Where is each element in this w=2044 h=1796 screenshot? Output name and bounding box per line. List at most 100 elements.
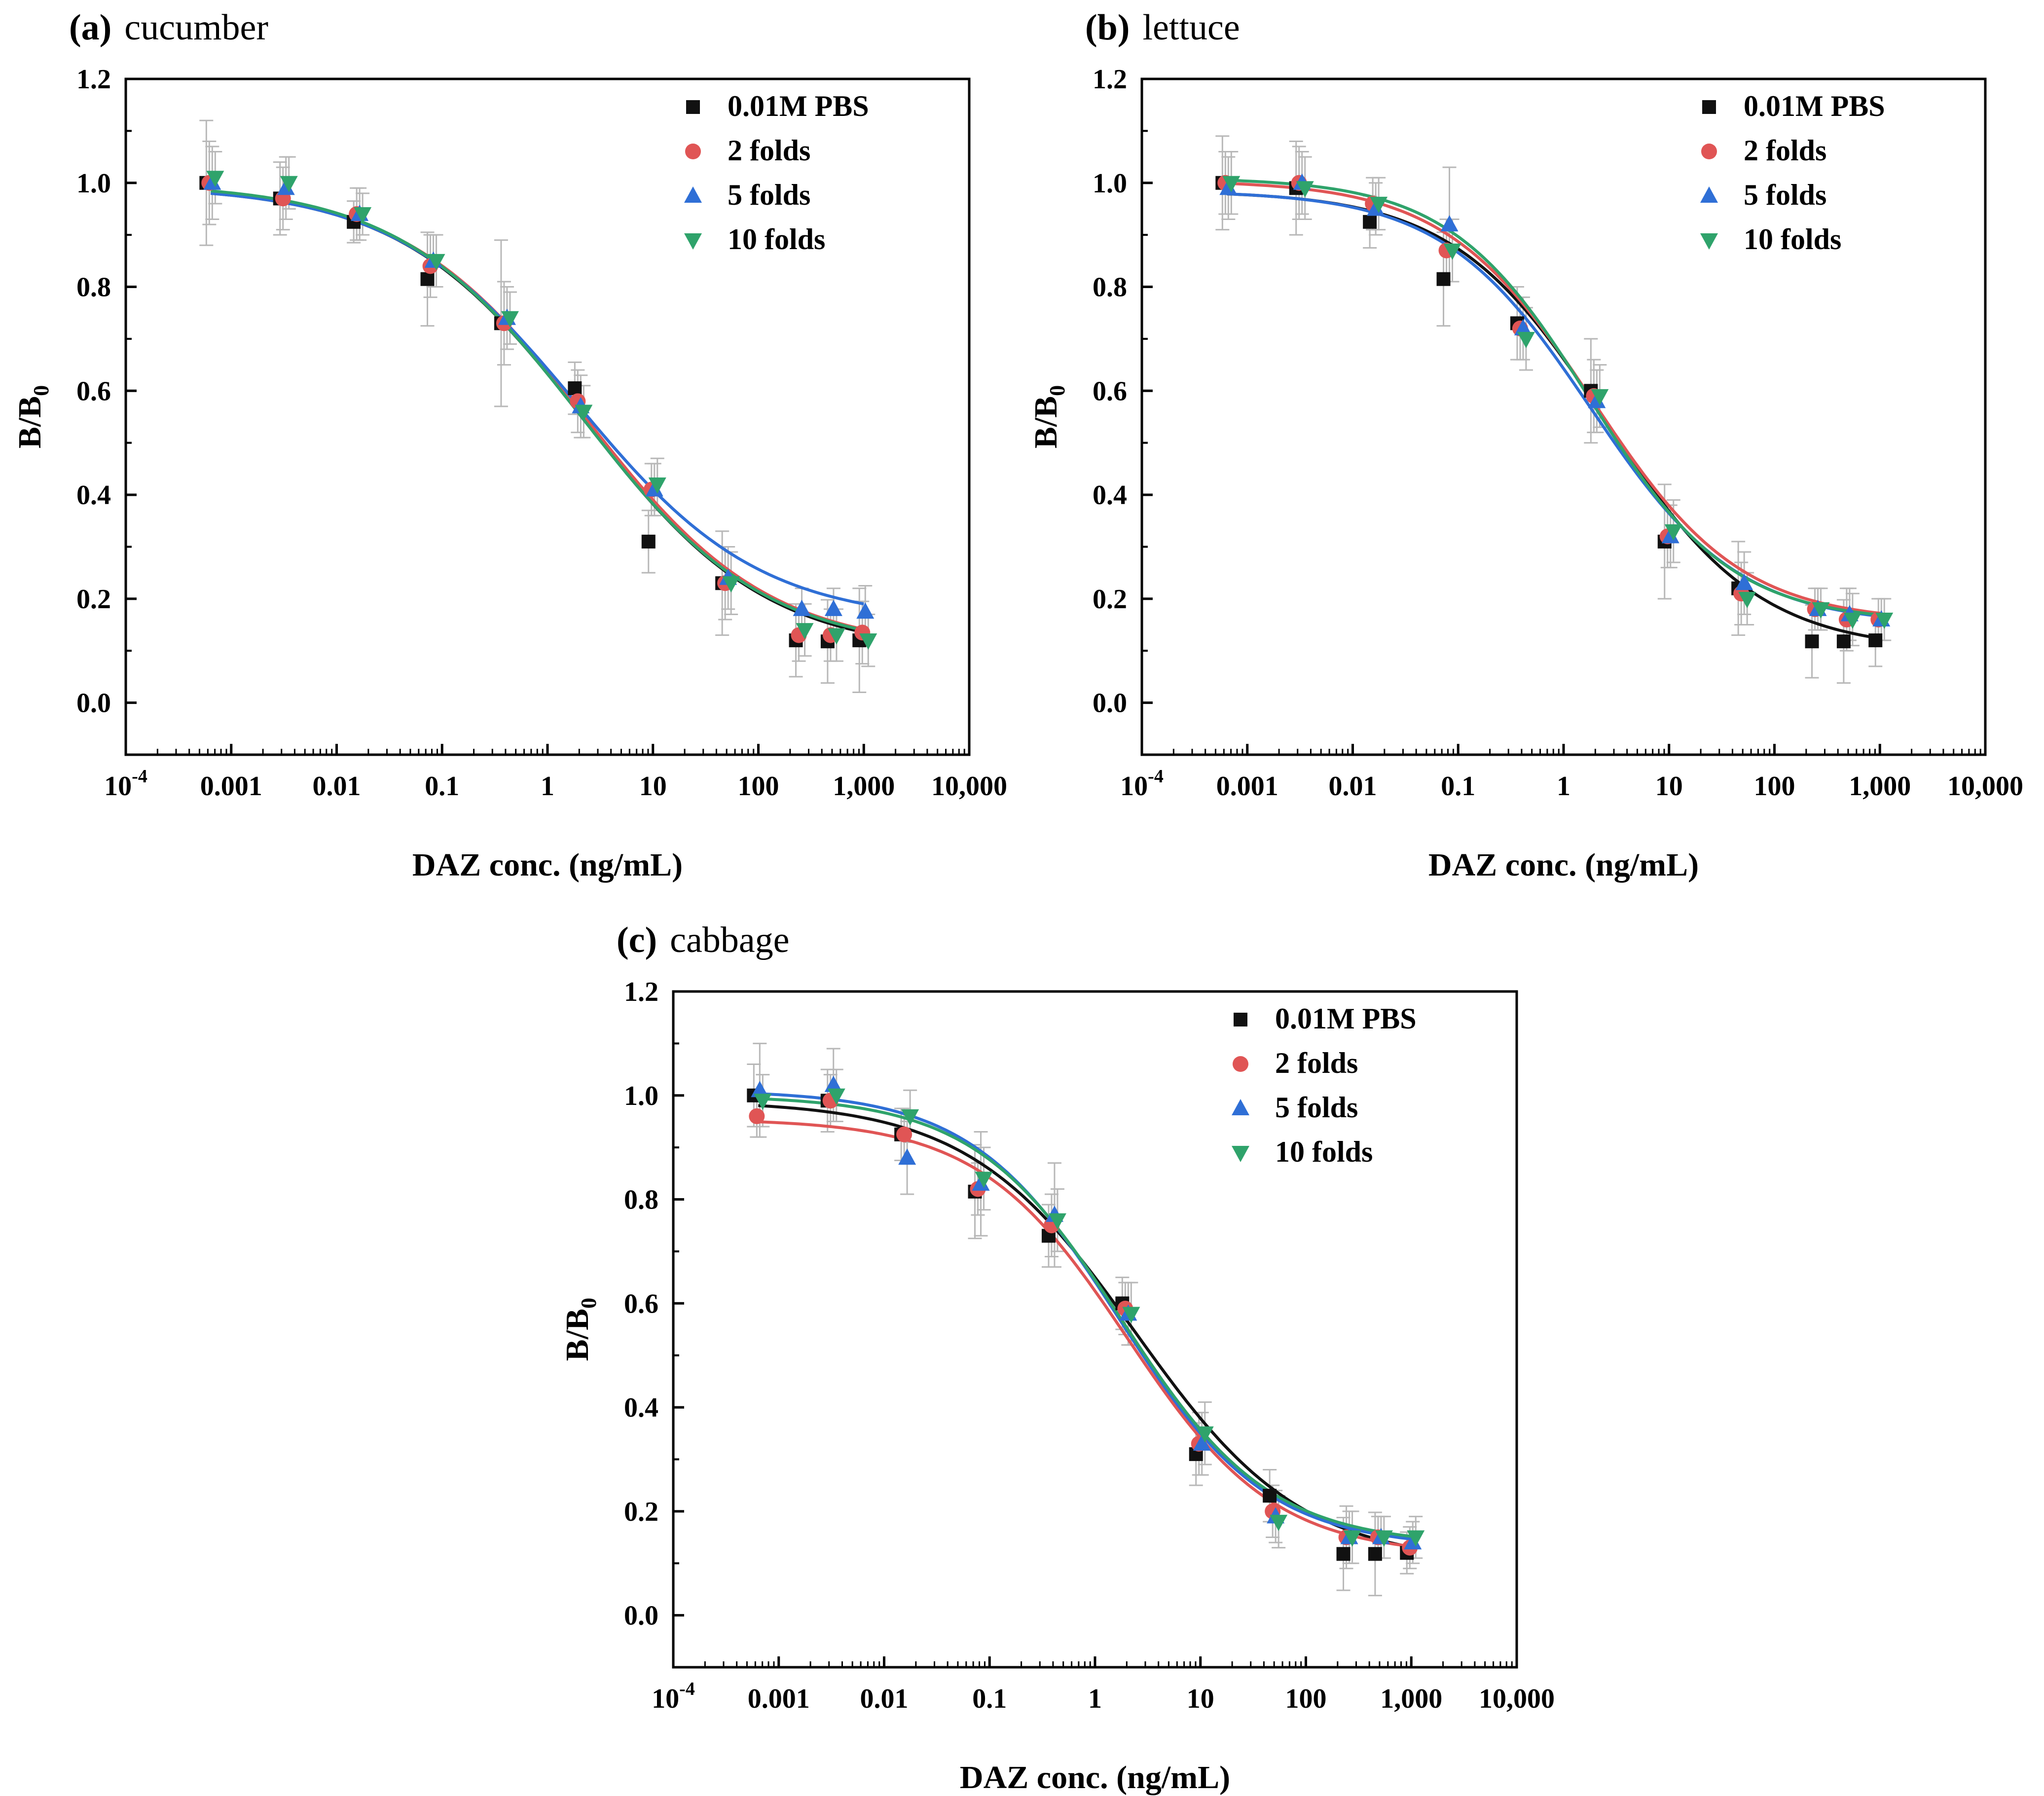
data-point (645, 480, 663, 497)
data-point (1875, 613, 1894, 629)
panel-title: (c) cabbage (617, 920, 790, 960)
legend: 0.01M PBS 2 folds 5 folds 10 folds (684, 90, 869, 256)
x-tick-label: 10,000 (1479, 1684, 1555, 1714)
fit-curve-10-folds (211, 189, 864, 632)
y-tick-label: 0.6 (1093, 376, 1127, 406)
y-axis-label-text: B/B (559, 1309, 595, 1361)
legend-label: 10 folds (728, 223, 825, 256)
data-point (754, 1094, 772, 1110)
x-tick-label: 10 (1187, 1684, 1214, 1714)
data-point (1375, 1530, 1393, 1547)
data-point (859, 633, 877, 650)
legend-label: 2 folds (728, 134, 810, 167)
y-tick-label: 0.6 (624, 1288, 658, 1319)
data-point (972, 1174, 990, 1191)
data-point (1270, 1514, 1288, 1531)
fit-curve-0-01m-pbs (211, 191, 864, 634)
fit-curve-10-folds (758, 1097, 1412, 1538)
legend-marker (684, 186, 702, 203)
data-point (901, 1109, 919, 1126)
fit-curve-5-folds (211, 192, 864, 606)
x-tick-label-text: 100 (1754, 771, 1795, 802)
y-tick-label: 0.8 (76, 272, 111, 303)
data-point (751, 1081, 769, 1098)
x-tick-label: 0.1 (972, 1684, 1007, 1714)
x-tick-label: 0.001 (200, 771, 262, 802)
x-axis-label: DAZ conc. (ng/mL) (412, 847, 683, 883)
y-tick-label: 0.6 (76, 376, 111, 406)
data-point (203, 173, 221, 190)
data-point (641, 534, 656, 549)
x-tick-label-text: 0.1 (972, 1684, 1007, 1714)
data-point (280, 176, 298, 192)
data-point (896, 1126, 912, 1142)
legend-label: 2 folds (1275, 1047, 1358, 1079)
x-tick-label-text: 10 (639, 771, 667, 802)
data-point (749, 1108, 765, 1124)
x-tick-label-text: 10 (1655, 771, 1683, 802)
legend-marker (1234, 1013, 1247, 1026)
x-tick-label: 10-4 (104, 766, 147, 802)
legend-label: 10 folds (1275, 1136, 1373, 1168)
data-point (568, 381, 582, 396)
plot-frame (1140, 77, 1987, 756)
y-axis-label: B/B0 (559, 1298, 601, 1361)
data-point (1664, 524, 1682, 541)
x-tick-label-text: 0.01 (313, 771, 361, 802)
x-tick-label-text: 1 (541, 771, 554, 802)
x-tick-label-text: 10,000 (1947, 771, 2023, 802)
data-point (1440, 215, 1459, 232)
x-tick-label-text: 10 (1120, 771, 1148, 802)
legend-marker (685, 144, 701, 159)
x-tick-label: 1 (541, 771, 554, 802)
data-point (1048, 1213, 1066, 1230)
y-tick-label: 1.0 (76, 168, 111, 199)
x-tick-label-exponent: -4 (1148, 766, 1164, 787)
x-tick-label: 10,000 (931, 771, 1007, 802)
data-point (1843, 613, 1862, 629)
legend-marker (1233, 1056, 1248, 1072)
legend-label: 0.01M PBS (728, 90, 869, 122)
fit-curve-10-folds (1227, 179, 1880, 617)
legend-label: 0.01M PBS (1744, 90, 1885, 122)
data-point (722, 576, 740, 593)
data-point (1193, 1434, 1211, 1451)
fit-curve-2-folds (211, 191, 864, 631)
fit-curve-2-folds (758, 1120, 1412, 1548)
panel-tag: (b) (1085, 7, 1130, 48)
y-tick-label: 1.0 (624, 1081, 658, 1111)
y-tick-label: 1.2 (624, 977, 658, 1007)
legend-marker (1702, 100, 1716, 114)
x-tick-label: 0.01 (860, 1684, 909, 1714)
fit-curve-0-01m-pbs (1227, 192, 1880, 640)
y-axis-label: B/B0 (1028, 385, 1069, 448)
data-point (1805, 634, 1819, 649)
legend-label: 5 folds (1744, 179, 1826, 211)
x-tick-label: 0.01 (313, 771, 361, 802)
y-tick-label: 1.2 (76, 64, 111, 95)
data-point (1735, 574, 1753, 590)
legend-label: 10 folds (1744, 223, 1841, 256)
data-point (277, 179, 295, 195)
data-point (824, 599, 842, 616)
legend-marker (684, 233, 702, 250)
data-point (856, 602, 875, 619)
y-tick-label: 0.2 (624, 1497, 658, 1527)
x-tick-label-text: 1,000 (1380, 1684, 1442, 1714)
x-tick-label-text: 0.001 (748, 1684, 810, 1714)
y-tick-label: 0.8 (624, 1185, 658, 1215)
data-point (898, 1148, 916, 1165)
data-point (793, 599, 811, 616)
x-tick-label: 1,000 (1380, 1684, 1442, 1714)
y-tick-label: 1.2 (1093, 64, 1127, 95)
x-tick-label-text: 10 (652, 1684, 679, 1714)
x-tick-label: 0.01 (1329, 771, 1377, 802)
y-tick-label: 0.0 (76, 688, 111, 719)
data-point (1812, 602, 1830, 619)
data-point (427, 254, 445, 270)
y-tick-label: 0.2 (1093, 584, 1127, 615)
panel-tag: (c) (617, 920, 657, 960)
legend: 0.01M PBS 2 folds 5 folds 10 folds (1232, 1002, 1417, 1168)
